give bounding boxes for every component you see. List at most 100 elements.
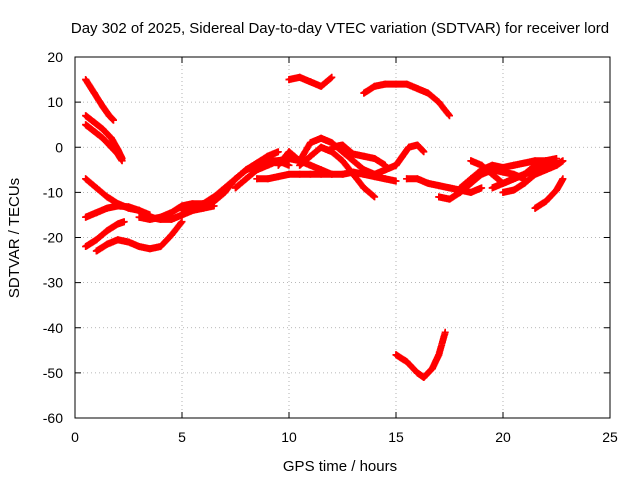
data-point (403, 175, 411, 183)
data-point (92, 236, 100, 244)
data-point (107, 143, 115, 151)
data-point (107, 134, 115, 142)
data-point (105, 112, 113, 120)
series-track-3 (82, 121, 126, 165)
data-point (135, 243, 143, 250)
data-point (178, 218, 186, 226)
data-point (253, 166, 261, 174)
y-tick-label: -50 (43, 365, 63, 381)
data-point (317, 143, 325, 151)
data-point (103, 193, 111, 201)
y-tick-label: 20 (47, 49, 63, 65)
data-point (103, 227, 111, 235)
data-point (542, 197, 550, 205)
data-point (478, 184, 486, 192)
data-point (381, 175, 389, 183)
data-point (360, 152, 368, 160)
data-point (413, 369, 421, 377)
data-point (510, 175, 518, 183)
data-point (424, 179, 432, 187)
data-point (510, 161, 518, 169)
data-point (157, 213, 165, 221)
series-track-25 (392, 328, 449, 381)
data-point (349, 150, 357, 158)
series-track-5 (82, 202, 218, 223)
data-point (167, 215, 175, 223)
data-point (90, 118, 98, 126)
grid (75, 57, 610, 418)
series-track-9 (178, 148, 282, 214)
data-point (349, 170, 357, 178)
data-point (403, 80, 411, 88)
data-point (82, 175, 90, 183)
data-point (531, 161, 539, 169)
data-point (381, 166, 389, 174)
data-point (189, 202, 197, 210)
data-point (381, 80, 389, 88)
data-point (398, 152, 406, 160)
y-tick-label: -30 (43, 275, 63, 291)
data-point (349, 157, 357, 165)
data-point (199, 200, 207, 208)
x-tick-label: 10 (281, 429, 297, 445)
data-point (114, 202, 122, 210)
data-point (339, 170, 346, 178)
data-point (167, 209, 175, 217)
data-point (371, 155, 379, 162)
data-point (424, 89, 432, 97)
data-point (553, 161, 560, 169)
axis-ticks: 0 5 10 15 20 25 -60 -50 -40 -30 -20 -10 0 10 20 (43, 49, 618, 445)
data-point (413, 141, 421, 149)
chart-title: Day 302 of 2025, Sidereal Day-to-day VTE… (71, 20, 609, 37)
x-tick-label: 20 (495, 429, 511, 445)
x-tick-label: 15 (388, 429, 404, 445)
data-point (306, 152, 314, 160)
data-point (553, 155, 560, 162)
y-tick-label: 0 (55, 139, 63, 155)
data-point (420, 373, 428, 381)
data-point (99, 125, 107, 133)
data-point (339, 141, 346, 149)
data-point (413, 175, 421, 183)
series-track-22 (488, 155, 560, 192)
data-point (371, 170, 379, 178)
data-point (296, 170, 304, 178)
data-point (328, 73, 336, 81)
y-tick-label: 10 (47, 94, 63, 110)
y-tick-label: -40 (43, 320, 63, 336)
data-point (92, 209, 100, 217)
series-trail (381, 141, 427, 174)
data-point (317, 82, 325, 90)
data-point (531, 204, 539, 212)
data-point (542, 166, 550, 174)
data-point (467, 175, 475, 183)
y-tick-label: -60 (43, 410, 63, 426)
data-point (274, 148, 282, 156)
data-point (296, 73, 304, 81)
y-tick-label: -20 (43, 230, 63, 246)
data-point (242, 166, 250, 174)
data-point (441, 328, 449, 336)
data-point (420, 148, 428, 156)
data-point (306, 139, 314, 147)
data-point (114, 220, 122, 228)
data-point (146, 245, 154, 253)
data-point (92, 247, 100, 255)
y-axis-title: SDTVAR / TECUs (6, 178, 23, 298)
data-point (360, 166, 368, 174)
data-point (135, 213, 143, 221)
data-point (435, 182, 443, 190)
data-point (488, 184, 496, 192)
data-point (285, 170, 293, 178)
data-point (274, 173, 282, 181)
data-point (103, 204, 111, 212)
data-point (221, 184, 229, 192)
data-point (467, 157, 475, 165)
data-point (499, 188, 507, 196)
data-point (232, 184, 239, 192)
data-point (82, 213, 90, 221)
series-track-17 (285, 73, 336, 90)
data-point (114, 236, 122, 244)
data-point (488, 170, 496, 178)
